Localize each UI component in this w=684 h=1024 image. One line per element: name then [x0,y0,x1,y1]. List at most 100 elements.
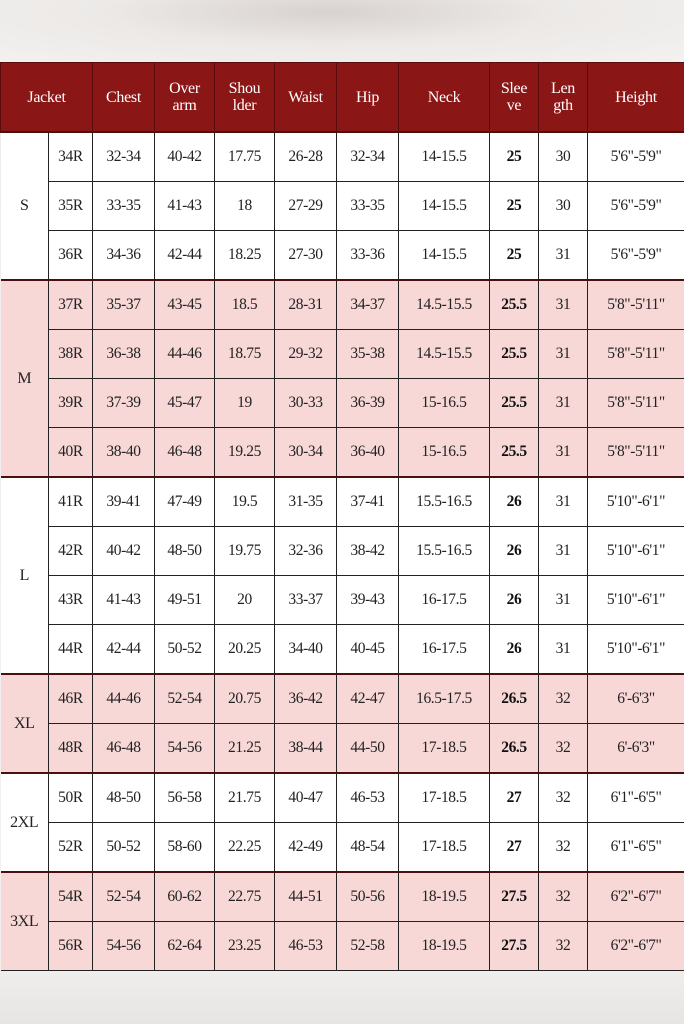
sleeve-cell: 25 [489,181,539,231]
sleeve-cell: 27.5 [489,871,539,922]
over-arm-cell: 42-44 [154,230,215,281]
chest-cell: 38-40 [92,427,155,478]
length-cell: 31 [538,476,588,527]
shoulder-cell: 19.75 [214,526,275,576]
jacket-size-cell: 46R [48,673,93,724]
length-cell: 30 [538,131,588,182]
shoulder-cell: 18.25 [214,230,275,281]
length-cell: 31 [538,378,588,428]
neck-cell: 16-17.5 [398,624,490,675]
over-arm-cell: 46-48 [154,427,215,478]
table-row: 42R 40-42 48-50 19.75 32-36 38-42 15.5-16.5 26 3… [1,526,684,576]
chest-cell: 54-56 [92,921,155,971]
shoulder-cell: 22.25 [214,822,275,873]
header-chest: Chest [92,62,155,133]
neck-cell: 15.5-16.5 [398,476,490,527]
over-arm-cell: 45-47 [154,378,215,428]
sleeve-cell: 26 [489,526,539,576]
table-row: 48R 46-48 54-56 21.25 38-44 44-50 17-18.5 26.5 3… [1,723,684,774]
jacket-size-cell: 35R [48,181,93,231]
shoulder-cell: 19.5 [214,476,275,527]
hip-cell: 33-35 [336,181,399,231]
waist-cell: 42-49 [274,822,337,873]
sleeve-cell: 25.5 [489,378,539,428]
table-row: 44R 42-44 50-52 20.25 34-40 40-45 16-17.5 26 31 5… [1,624,684,675]
sleeve-cell: 26.5 [489,673,539,724]
waist-cell: 27-29 [274,181,337,231]
neck-cell: 14-15.5 [398,181,490,231]
size-group-label: 3XL [0,871,49,971]
chest-cell: 37-39 [92,378,155,428]
table-row: M 37R 35-37 43-45 18.5 28-31 34-37 14.5-15.5 25.… [0,279,684,478]
table-row: 35R 33-35 41-43 18 27-29 33-35 14-15.5 25 30 5'6"… [1,181,684,231]
header-neck: Neck [398,62,490,133]
hip-cell: 32-34 [336,131,399,182]
header-waist: Waist [274,62,337,133]
waist-cell: 46-53 [274,921,337,971]
over-arm-cell: 62-64 [154,921,215,971]
shoulder-cell: 20.75 [214,673,275,724]
chest-cell: 33-35 [92,181,155,231]
over-arm-cell: 58-60 [154,822,215,873]
hip-cell: 34-37 [336,279,399,330]
length-cell: 30 [538,181,588,231]
table-row: 40R 38-40 46-48 19.25 30-34 36-40 15-16.5 25.5 3… [1,427,684,478]
neck-cell: 14-15.5 [398,230,490,281]
table-row: 36R 34-36 42-44 18.25 27-30 33-36 14-15.5 25 31 5… [1,230,684,281]
neck-cell: 14.5-15.5 [398,279,490,330]
table-row: 38R 36-38 44-46 18.75 29-32 35-38 14.5-15.5 25.… [1,329,684,379]
sleeve-cell: 27 [489,822,539,873]
hip-cell: 46-53 [336,772,399,823]
over-arm-cell: 40-42 [154,131,215,182]
height-cell: 5'8"-5'11" [587,329,684,379]
waist-cell: 32-36 [274,526,337,576]
over-arm-cell: 50-52 [154,624,215,675]
neck-cell: 15-16.5 [398,378,490,428]
sleeve-cell: 26 [489,624,539,675]
sleeve-cell: 26 [489,575,539,625]
sleeve-cell: 25.5 [489,329,539,379]
hip-cell: 37-41 [336,476,399,527]
chest-cell: 36-38 [92,329,155,379]
waist-cell: 36-42 [274,673,337,724]
waist-cell: 33-37 [274,575,337,625]
waist-cell: 31-35 [274,476,337,527]
chest-cell: 34-36 [92,230,155,281]
neck-cell: 14.5-15.5 [398,329,490,379]
jacket-size-cell: 40R [48,427,93,478]
height-cell: 5'8"-5'11" [587,279,684,330]
hip-cell: 36-40 [336,427,399,478]
sleeve-cell: 27 [489,772,539,823]
header-jacket: Jacket [0,62,93,133]
jacket-size-cell: 56R [48,921,93,971]
height-cell: 5'10"-6'1" [587,476,684,527]
over-arm-cell: 52-54 [154,673,215,724]
length-cell: 32 [538,723,588,774]
size-group-label: M [0,279,49,478]
table-row: L 41R 39-41 47-49 19.5 31-35 37-41 15.5-16.5 26 3… [0,476,684,675]
shoulder-cell: 19.25 [214,427,275,478]
jacket-size-cell: 48R [48,723,93,774]
header-over-arm: Over arm [154,62,215,133]
over-arm-cell: 47-49 [154,476,215,527]
waist-cell: 27-30 [274,230,337,281]
neck-cell: 15-16.5 [398,427,490,478]
size-group-label: 2XL [0,772,49,873]
neck-cell: 17-18.5 [398,723,490,774]
chest-cell: 41-43 [92,575,155,625]
hip-cell: 38-42 [336,526,399,576]
over-arm-cell: 41-43 [154,181,215,231]
table-row: S 34R 32-34 40-42 17.75 26-28 32-34 14-15.5 25 30… [0,131,684,281]
jacket-size-cell: 50R [48,772,93,823]
chest-cell: 40-42 [92,526,155,576]
jacket-size-cell: 36R [48,230,93,281]
height-cell: 6'2"-6'7" [587,871,684,922]
background-photo-top [0,0,684,62]
over-arm-cell: 48-50 [154,526,215,576]
hip-cell: 36-39 [336,378,399,428]
waist-cell: 26-28 [274,131,337,182]
height-cell: 6'1"-6'5" [587,822,684,873]
table-row: 39R 37-39 45-47 19 30-33 36-39 15-16.5 25.5 31 5'… [1,378,684,428]
shoulder-cell: 20.25 [214,624,275,675]
neck-cell: 17-18.5 [398,822,490,873]
